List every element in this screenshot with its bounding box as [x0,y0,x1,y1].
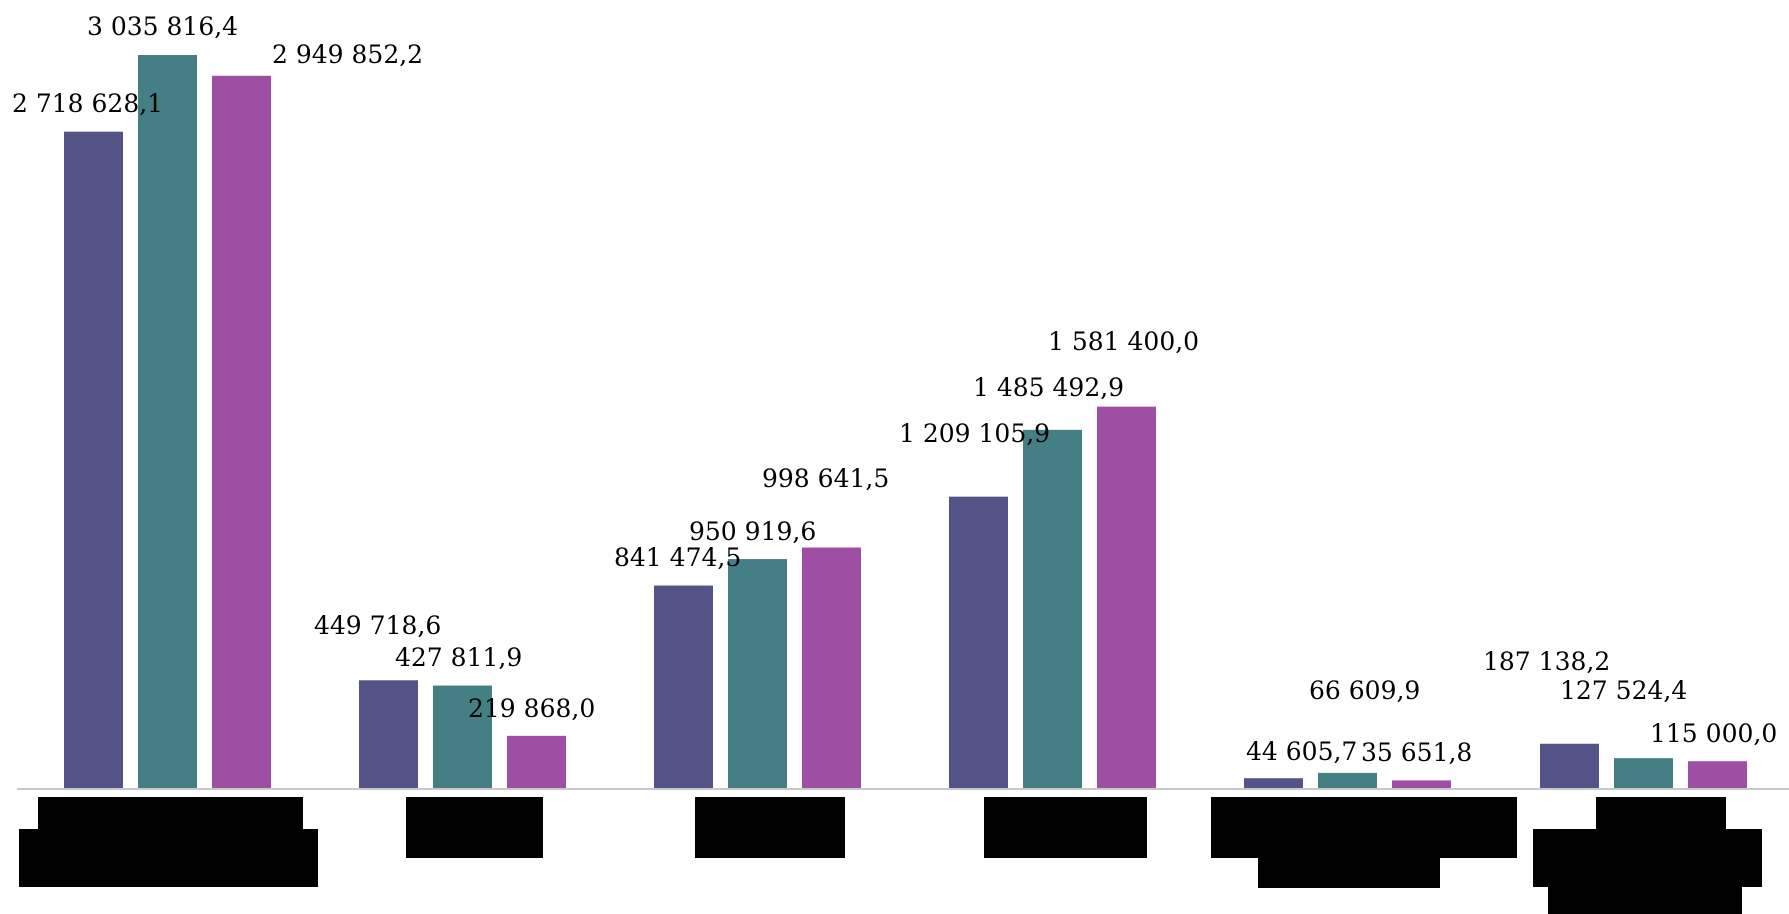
bar-series2-cat4 [1023,429,1082,789]
data-label-series3-cat6: 115 000,0 [1650,719,1777,748]
data-label-series2-cat6: 127 524,4 [1560,676,1687,705]
data-label-series2-cat4: 1 485 492,9 [973,373,1124,402]
data-label-series1-cat4: 1 209 105,9 [899,419,1050,448]
bar-series1-cat2 [359,680,418,789]
bar-series2-cat1 [138,55,197,789]
bar-series3-cat1 [212,75,271,790]
bar-series1-cat1 [64,131,123,789]
data-label-series2-cat2: 427 811,9 [395,643,522,672]
redacted-category-label-block [1548,886,1742,914]
data-label-series3-cat1: 2 949 852,2 [272,40,423,69]
redacted-category-label-block [1258,856,1440,888]
bar-series3-cat2 [507,735,566,789]
data-label-series3-cat4: 1 581 400,0 [1048,327,1199,356]
bars-layer [64,55,1747,790]
bar-series2-cat2 [433,685,492,789]
redacted-category-label-block [38,797,303,831]
redacted-category-label-block [1211,797,1517,858]
bar-series1-cat5 [1244,778,1303,789]
bar-series2-cat3 [728,559,787,789]
redacted-category-label-block [984,797,1147,858]
data-label-series1-cat3: 841 474,5 [614,543,741,572]
data-label-series2-cat5: 66 609,9 [1309,676,1420,705]
data-label-series2-cat1: 3 035 816,4 [87,12,238,41]
bar-series3-cat3 [802,547,861,789]
bar-series2-cat6 [1614,758,1673,789]
bar-series1-cat3 [654,585,713,789]
data-label-series3-cat5: 35 651,8 [1361,738,1472,767]
data-label-series1-cat5: 44 605,7 [1246,737,1357,766]
bar-series1-cat4 [949,496,1008,789]
redacted-category-label-block [19,829,318,887]
value-labels-layer: 2 718 628,1 449 718,6 841 474,5 1 209 105,9… [12,12,1777,767]
bar-series3-cat5 [1392,780,1451,789]
redacted-category-label-block [406,797,543,858]
bar-series3-cat6 [1688,761,1747,789]
bar-series3-cat4 [1097,406,1156,789]
data-label-series2-cat3: 950 919,6 [689,517,816,546]
bar-series2-cat5 [1318,772,1377,789]
redacted-category-label-block [695,797,845,858]
data-label-series1-cat2: 449 718,6 [314,611,441,640]
data-label-series3-cat2: 219 868,0 [468,694,595,723]
category-labels-redacted [19,797,1762,914]
data-label-series1-cat1: 2 718 628,1 [12,89,163,118]
bar-series1-cat6 [1540,743,1599,789]
redacted-category-label-block [1533,829,1762,887]
redacted-category-label-block [1596,797,1726,831]
data-label-series1-cat6: 187 138,2 [1483,647,1610,676]
data-label-series3-cat3: 998 641,5 [762,464,889,493]
